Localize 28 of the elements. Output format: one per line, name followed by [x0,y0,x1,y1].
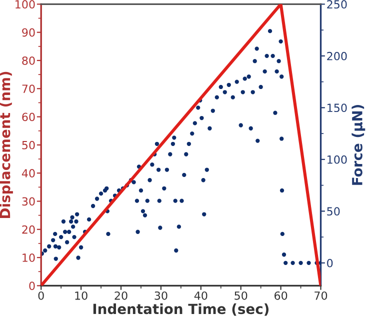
y-tick-label: 10 [22,254,35,262]
y-tick-label: 30 [22,197,35,206]
y-tick-label: 0 [29,282,35,290]
y-tick-label: 100 [16,0,35,9]
x-tick-label: 70 [314,291,328,300]
y2-tick-label: 100 [328,155,347,164]
y2-tick-label: 150 [328,104,347,112]
y2-tick-label: 0 [327,258,333,268]
y-axis-title: Displacement (nm) [0,72,13,218]
y-tick-label: 60 [22,112,35,122]
y-tick-label: 70 [22,84,35,94]
y-tick-label: 90 [22,28,35,37]
x-tick-label: 30 [154,291,168,300]
x-tick-label: 60 [274,291,288,300]
y2-tick-label: 200 [327,52,347,60]
y-tick-label: 40 [22,169,35,178]
x-tick-label: 0 [38,291,44,300]
y-tick-label: 50 [22,140,35,150]
y2-tick-label: 50 [327,207,340,216]
x-tick-label: 40 [194,291,208,300]
y-tick-label: 80 [22,56,35,65]
x-tick-label: 20 [114,291,128,300]
x-axis-title: Indentation Time (sec) [93,303,269,316]
y-tick-label: 20 [22,225,35,234]
y2-axis-title: Force (μN) [352,104,366,185]
y2-tick-label: 250 [327,0,347,9]
x-tick-label: 50 [234,291,248,300]
x-tick-label: 10 [75,291,88,300]
